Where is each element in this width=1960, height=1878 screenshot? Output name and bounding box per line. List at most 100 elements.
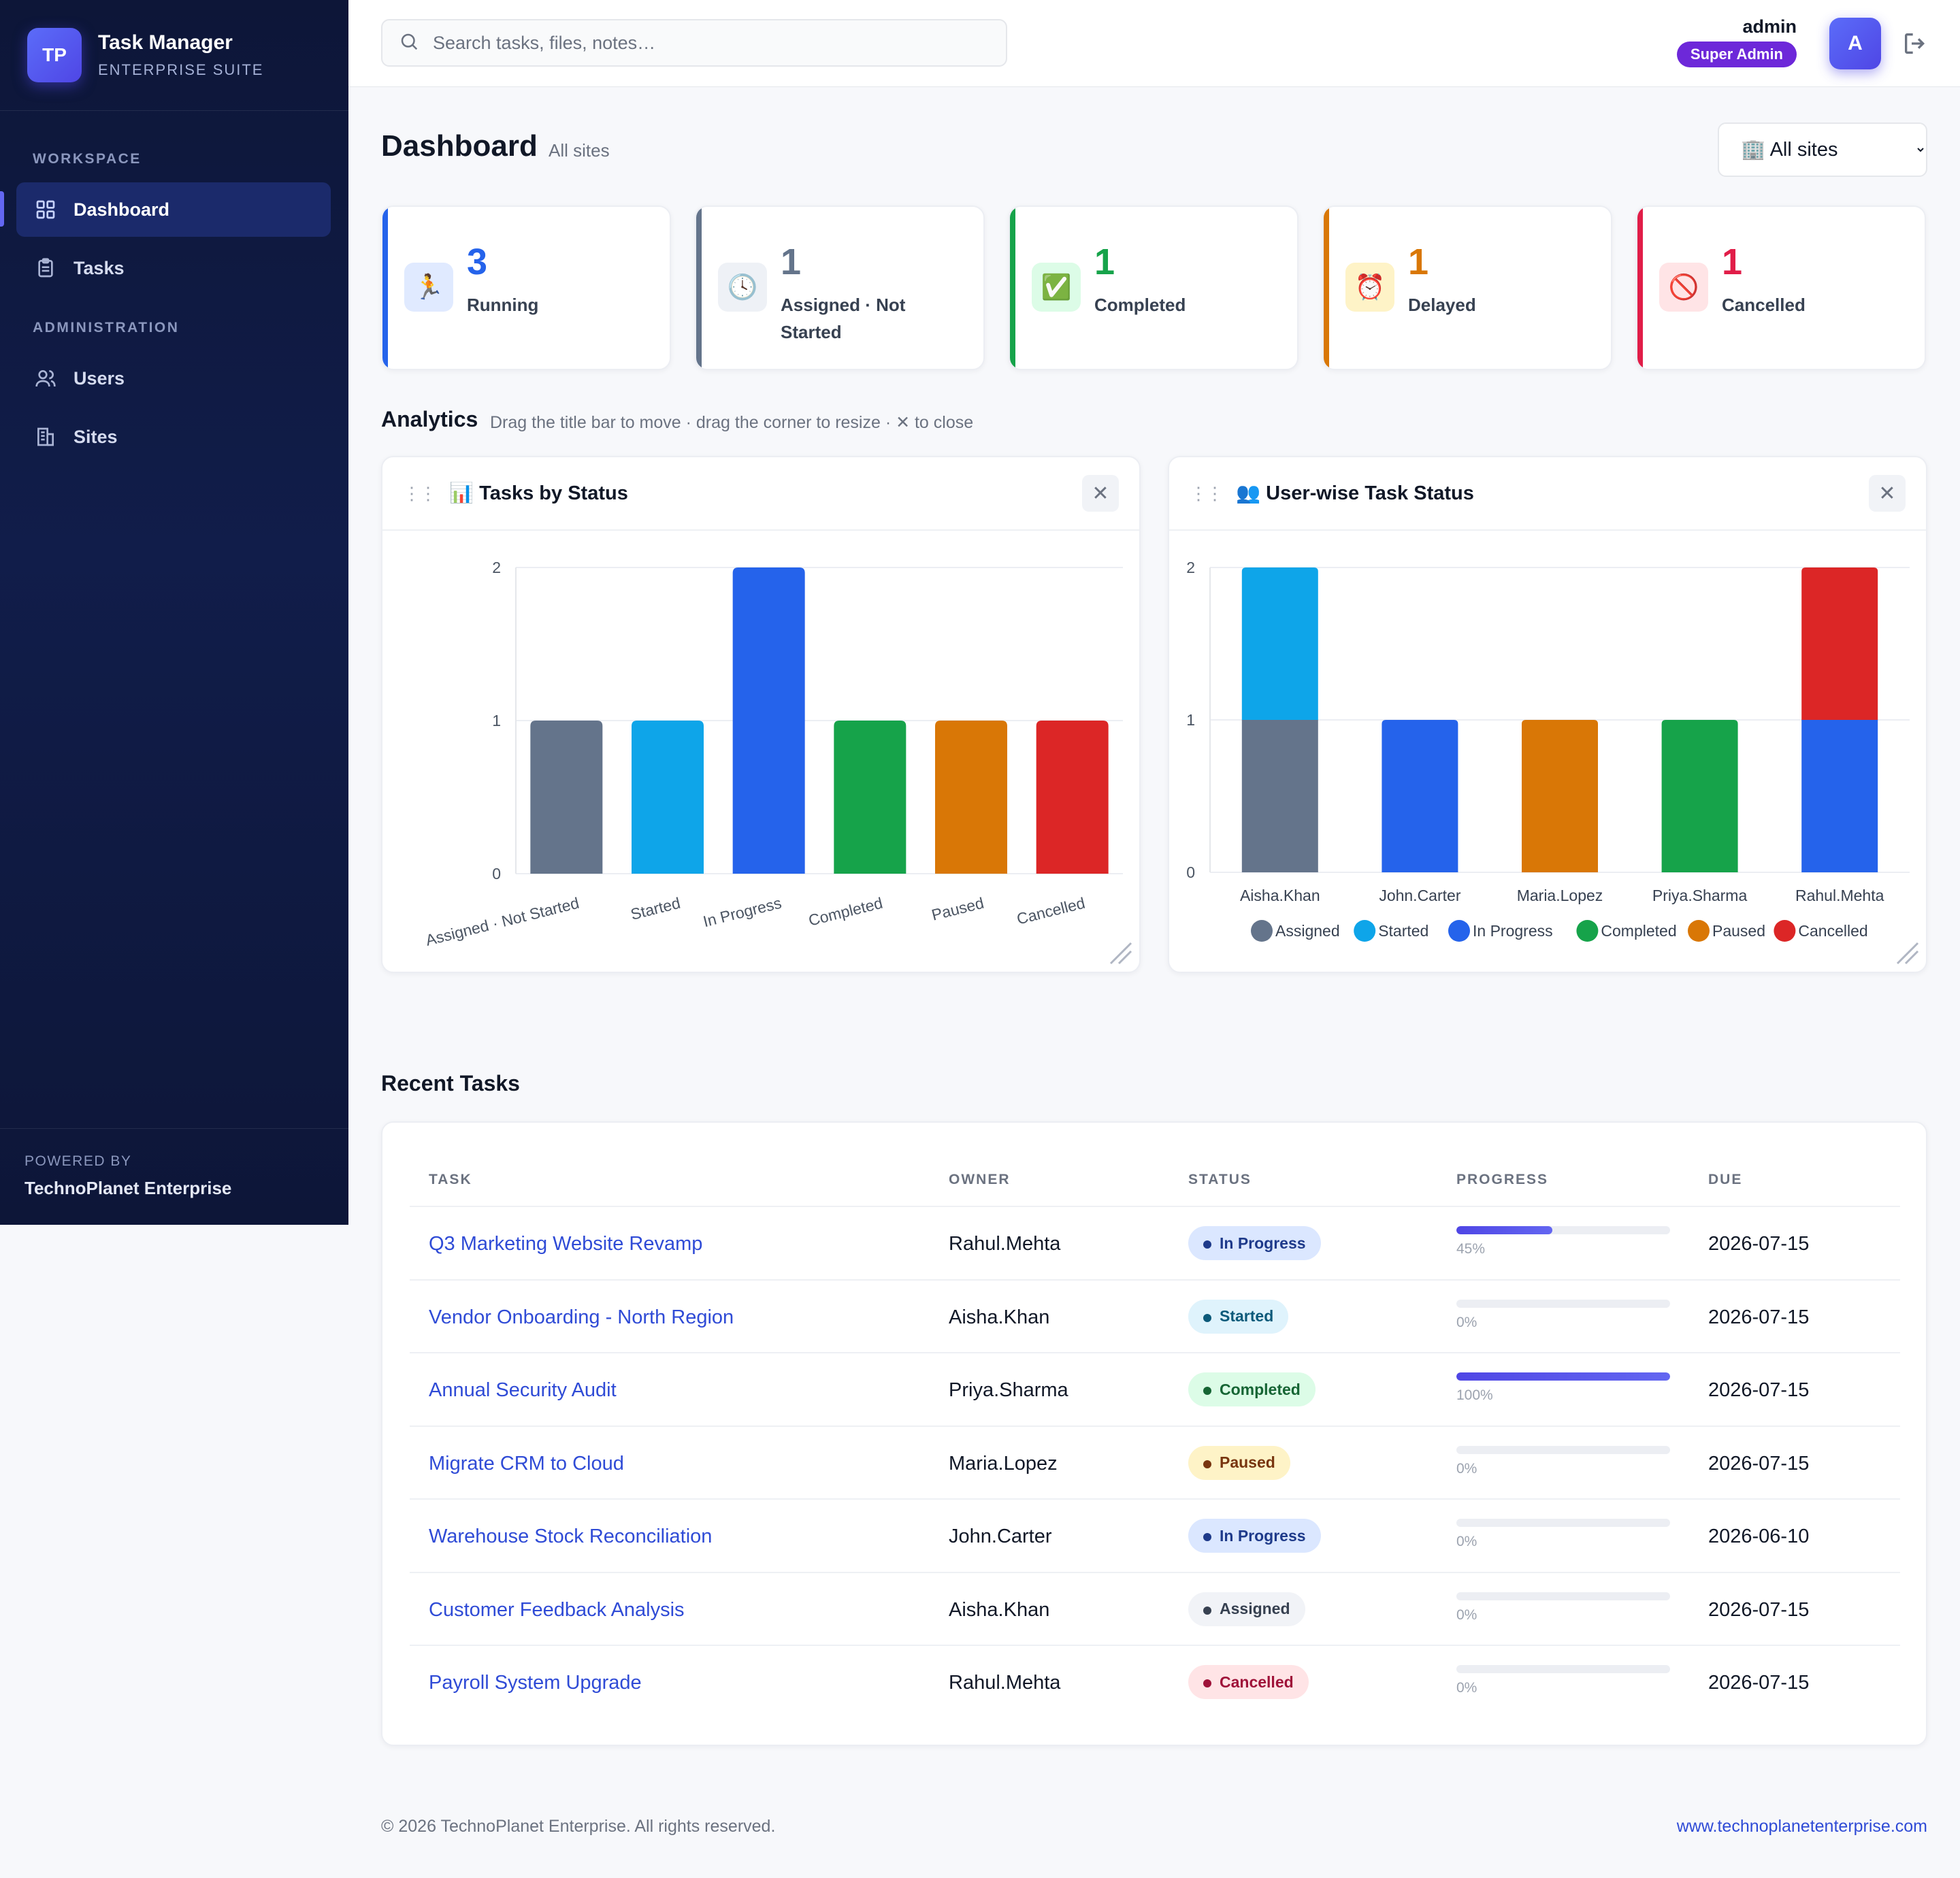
stat-value: 1 [1408, 242, 1429, 282]
resize-handle-icon[interactable] [1893, 939, 1921, 966]
progress-label: 100% [1456, 1387, 1493, 1403]
x-tick-label: In Progress [701, 894, 783, 931]
logout-icon[interactable] [1901, 30, 1929, 57]
stat-card[interactable]: ⏰ 1 Delayed [1322, 205, 1612, 370]
table-row[interactable]: Customer Feedback Analysis Aisha.Khan Assi… [410, 1571, 1900, 1645]
task-link[interactable]: Customer Feedback Analysis [429, 1598, 685, 1621]
stat-accent [1324, 207, 1329, 369]
task-link[interactable]: Annual Security Audit [429, 1379, 617, 1401]
table-row[interactable]: Annual Security Audit Priya.Sharma Complet… [410, 1352, 1900, 1426]
active-indicator [0, 191, 4, 227]
task-link[interactable]: Migrate CRM to Cloud [429, 1452, 624, 1475]
task-link[interactable]: Warehouse Stock Reconciliation [429, 1526, 713, 1547]
progress-label: 45% [1456, 1241, 1486, 1257]
stat-card[interactable]: 🚫 1 Cancelled [1636, 205, 1926, 370]
sidebar-item-sites[interactable]: Sites [16, 410, 331, 464]
stat-card[interactable]: ✅ 1 Completed [1009, 205, 1298, 370]
bar [1036, 721, 1109, 874]
sidebar-item-tasks[interactable]: Tasks [16, 241, 331, 295]
website-link[interactable]: www.technoplanetenterprise.com [1676, 1817, 1927, 1836]
bar [530, 721, 603, 874]
task-due-date: 2026-07-15 [1708, 1598, 1810, 1621]
column-header: STATUS [1188, 1172, 1252, 1187]
user-stacked-bar-chart: 0 1 2 Aisha.Khan John.Carter Maria.Lopez Priya… [1186, 559, 1910, 942]
role-badge: Super Admin [1676, 42, 1797, 67]
table-row[interactable]: Q3 Marketing Website Revamp Rahul.Mehta In… [410, 1206, 1900, 1279]
resize-handle-icon[interactable] [1107, 939, 1134, 966]
column-header: OWNER [949, 1172, 1011, 1187]
stat-accent [382, 207, 388, 369]
progress-bar [1456, 1665, 1670, 1673]
building-icon [33, 424, 59, 450]
app-title: Task Manager [98, 31, 233, 54]
nav-section-workspace: WORKSPACE [33, 151, 142, 167]
legend-swatch [1774, 920, 1796, 942]
progress-label: 0% [1456, 1607, 1477, 1623]
task-due-date: 2026-07-15 [1708, 1233, 1810, 1255]
status-badge: Started [1188, 1299, 1289, 1334]
drag-handle-icon[interactable]: ⋮⋮ [1190, 482, 1224, 504]
stat-icon: 🚫 [1659, 263, 1708, 312]
task-due-date: 2026-07-15 [1708, 1672, 1810, 1694]
task-owner: Aisha.Khan [949, 1306, 1050, 1328]
task-link[interactable]: Payroll System Upgrade [429, 1672, 642, 1694]
x-tick-label: Rahul.Mehta [1795, 887, 1884, 904]
recent-tasks-title: Recent Tasks [381, 1071, 520, 1096]
x-tick-label: Assigned · Not Started [424, 894, 581, 949]
progress-fill [1456, 1226, 1553, 1234]
page-title: Dashboard [381, 129, 538, 163]
powered-by-label: POWERED BY [24, 1153, 132, 1169]
progress-fill [1456, 1372, 1670, 1381]
bar [935, 721, 1007, 874]
stat-label: Assigned · Not Started [781, 295, 906, 342]
close-button[interactable]: ✕ [1869, 475, 1906, 512]
stat-icon: ⏰ [1345, 263, 1394, 312]
sidebar-item-label: Dashboard [74, 199, 170, 220]
analytics-hint: Drag the title bar to move · drag the co… [490, 413, 974, 432]
close-button[interactable]: ✕ [1082, 475, 1119, 512]
task-owner: Aisha.Khan [949, 1598, 1050, 1621]
y-tick-label: 0 [492, 865, 501, 883]
status-bar-chart: 0 1 2 Assigned · Not Started Started In Progr… [424, 559, 1123, 949]
task-link[interactable]: Q3 Marketing Website Revamp [429, 1233, 703, 1255]
search-input[interactable] [433, 32, 977, 54]
avatar[interactable]: A [1829, 18, 1881, 69]
site-select[interactable]: 🏢 All sites [1718, 122, 1927, 177]
legend-label: Completed [1601, 922, 1676, 940]
stat-label: Delayed [1408, 295, 1476, 315]
stat-icon: ✅ [1032, 263, 1081, 312]
grid-icon [33, 197, 59, 223]
table-row[interactable]: Vendor Onboarding - North Region Aisha.Kh… [410, 1279, 1900, 1353]
stat-label: Cancelled [1722, 295, 1806, 315]
sidebar-item-dashboard[interactable]: Dashboard [16, 182, 331, 237]
drag-handle-icon[interactable]: ⋮⋮ [403, 482, 437, 504]
task-due-date: 2026-07-15 [1708, 1379, 1810, 1401]
progress-label: 0% [1456, 1460, 1477, 1477]
sidebar-item-label: Tasks [74, 257, 125, 278]
table-row[interactable]: Warehouse Stock Reconciliation John.Carte… [410, 1498, 1900, 1572]
users-icon [33, 365, 59, 391]
stat-card[interactable]: 🕓 1 Assigned · Not Started [695, 205, 985, 370]
brand: TP Task Manager ENTERPRISE SUITE [0, 0, 348, 111]
panel-title-bar[interactable]: ⋮⋮ 👥 User-wise Task Status [1169, 457, 1926, 531]
table-row[interactable]: Migrate CRM to Cloud Maria.Lopez Paused 0% 2… [410, 1425, 1900, 1499]
bar-segment [1382, 720, 1458, 872]
y-tick-label: 1 [492, 712, 501, 729]
stat-accent [1637, 207, 1643, 369]
bar-segment [1522, 720, 1598, 872]
table-row[interactable]: Payroll System Upgrade Rahul.Mehta Cancell… [410, 1645, 1900, 1718]
stat-accent [1010, 207, 1015, 369]
bar-segment [1801, 720, 1878, 872]
bar [834, 721, 906, 874]
sidebar-item-users[interactable]: Users [16, 351, 331, 406]
stat-card[interactable]: 🏃 3 Running [381, 205, 671, 370]
bar-segment [1661, 720, 1738, 872]
stat-label: Completed [1094, 295, 1186, 315]
x-tick-label: Priya.Sharma [1652, 887, 1748, 904]
task-link[interactable]: Vendor Onboarding - North Region [429, 1306, 734, 1328]
sidebar-footer: POWERED BY TechnoPlanet Enterprise [0, 1128, 348, 1225]
x-tick-label: Maria.Lopez [1517, 887, 1603, 904]
clipboard-icon [33, 255, 59, 281]
panel-title-bar[interactable]: ⋮⋮ 📊 Tasks by Status [382, 457, 1139, 531]
task-owner: Rahul.Mehta [949, 1672, 1061, 1694]
